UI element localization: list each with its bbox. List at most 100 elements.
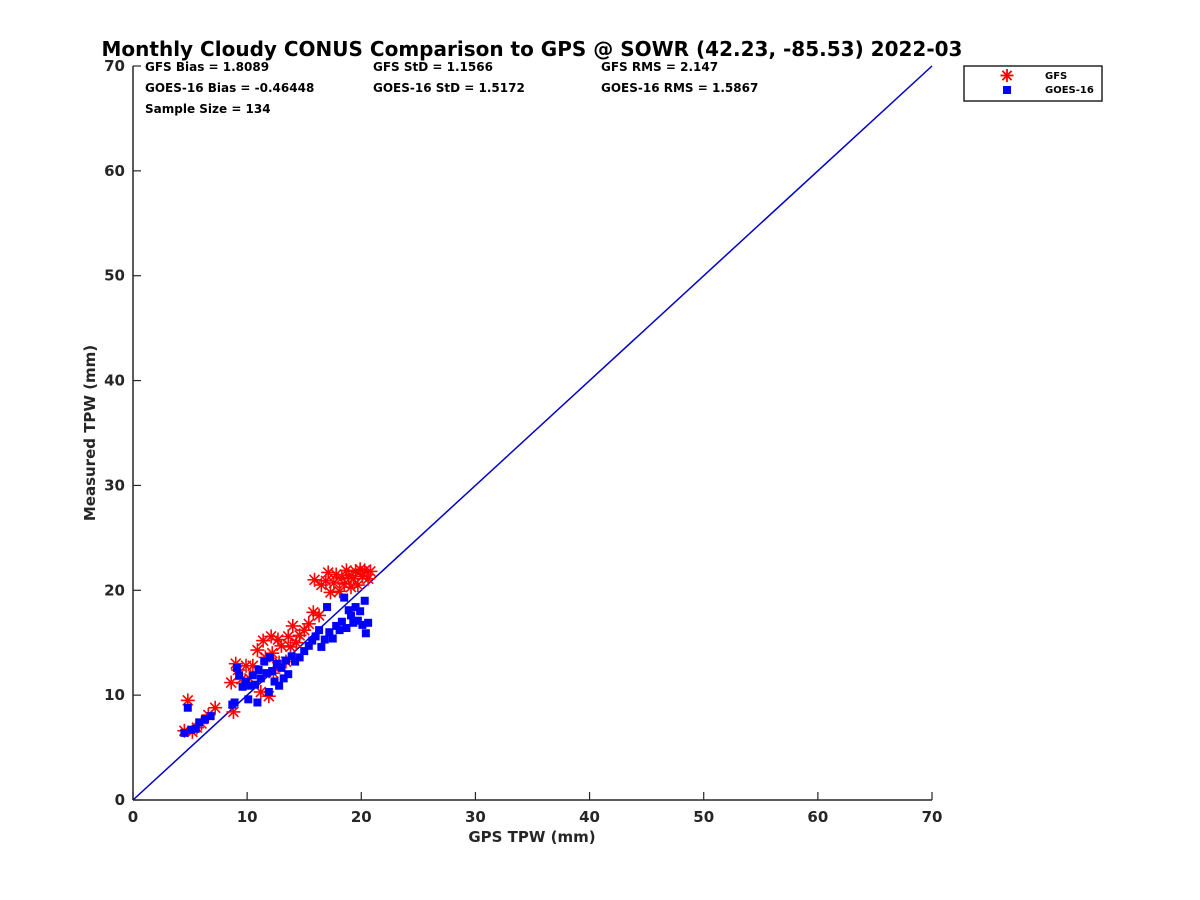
goes-16-point (335, 626, 344, 635)
x-tick-label: 40 (579, 808, 600, 826)
goes-16-point (328, 634, 337, 643)
goes-16-point (364, 618, 373, 627)
y-tick-label: 50 (104, 267, 125, 285)
gfs-point (283, 639, 298, 654)
chart-title: Monthly Cloudy CONUS Comparison to GPS @… (102, 37, 963, 61)
goes-16-point (360, 596, 369, 605)
goes-rms-text: GOES-16 RMS = 1.5867 (601, 81, 758, 95)
goes-16-point (332, 621, 341, 630)
goes-16-point (262, 669, 271, 678)
stats-block: GFS Bias = 1.8089 GOES-16 Bias = -0.4644… (145, 60, 758, 116)
x-tick-label: 50 (693, 808, 714, 826)
x-ticks: 0 10 20 30 40 50 60 70 (128, 792, 943, 826)
goes-16-point (311, 632, 320, 641)
x-tick-label: 70 (922, 808, 943, 826)
goes-16-point (254, 665, 263, 674)
x-tick-label: 20 (351, 808, 372, 826)
goes-16-point (358, 620, 367, 629)
legend: GFS GOES-16 (963, 65, 1103, 102)
goes-16-point (325, 628, 334, 637)
gfs-point (226, 704, 241, 719)
gfs-point (256, 633, 271, 648)
goes-std-text: GOES-16 StD = 1.5172 (373, 81, 525, 95)
x-tick-label: 0 (128, 808, 138, 826)
goes-16-point (253, 698, 262, 707)
gfs-point (208, 700, 223, 715)
goes-16-point (244, 695, 253, 704)
x-tick-label: 30 (465, 808, 486, 826)
goes-16-point (195, 718, 204, 727)
x-tick-label: 60 (807, 808, 828, 826)
goes-16-point (270, 677, 279, 686)
gfs-point (363, 564, 378, 579)
goes-16-point (304, 641, 313, 650)
goes-16-point (351, 603, 360, 612)
y-ticks: 0 10 20 30 40 50 60 70 (104, 57, 141, 809)
y-tick-label: 20 (104, 581, 125, 599)
goes-16-point (180, 728, 189, 737)
goes-16-point (291, 657, 300, 666)
goes-16-point (300, 647, 309, 656)
gfs-point (307, 572, 322, 587)
goes-16-point (308, 636, 317, 645)
goes-16-point (281, 656, 290, 665)
one-to-one-reference-line (132, 65, 933, 801)
goes-16-point (279, 674, 288, 683)
goes-16-point (340, 593, 349, 602)
goes-16-point (284, 670, 293, 679)
goes-16-point (272, 659, 281, 668)
goes-16-point (295, 653, 304, 662)
goes-16-point (191, 724, 200, 733)
y-tick-label: 40 (104, 372, 125, 390)
gfs-point (329, 567, 344, 582)
goes-16-point (353, 616, 362, 625)
legend-goes-label: GOES-16 (1045, 85, 1094, 96)
axes (132, 66, 932, 801)
legend-box (963, 65, 1103, 102)
y-tick-label: 0 (115, 791, 125, 809)
goes-16-point (260, 657, 269, 666)
goes-16-point (277, 663, 286, 672)
gfs-rms-text: GFS RMS = 2.147 (601, 60, 718, 74)
gfs-point (344, 580, 359, 595)
gfs-point (326, 575, 341, 590)
sample-size-text: Sample Size = 134 (145, 102, 271, 116)
x-axis-label: GPS TPW (mm) (468, 828, 595, 846)
goes-16-point (235, 671, 244, 680)
gfs-point (224, 675, 239, 690)
goes-16-point (230, 698, 239, 707)
goes-16-point (337, 617, 346, 626)
goes-16-point (187, 725, 196, 734)
gfs-point (274, 638, 289, 653)
gfs-point (312, 608, 327, 623)
goes-16-point (361, 629, 370, 638)
legend-gfs-label: GFS (1045, 71, 1067, 82)
goes-16-point (206, 712, 215, 721)
legend-goes-marker-icon (1003, 86, 1011, 94)
goes-16-point (248, 671, 257, 680)
goes-16-point (264, 687, 273, 696)
goes-16-point (342, 624, 351, 633)
y-tick-label: 70 (104, 57, 125, 75)
goes-16-point (344, 606, 353, 615)
goes-16-point (275, 681, 284, 690)
goes-16-point (347, 611, 356, 620)
goes-16-point (287, 652, 296, 661)
goes-16-point (251, 680, 260, 689)
y-tick-label: 60 (104, 162, 125, 180)
gfs-point (321, 565, 336, 580)
gfs-bias-text: GFS Bias = 1.8089 (145, 60, 269, 74)
goes-16-point (349, 618, 358, 627)
goes-16-point (315, 626, 324, 635)
goes-16-point (238, 682, 247, 691)
goes-16-point (323, 603, 332, 612)
y-tick-label: 30 (104, 476, 125, 494)
goes-16-point (256, 674, 265, 683)
goes-16-point (246, 681, 255, 690)
gfs-point (332, 584, 347, 599)
goes-16-point (268, 667, 277, 676)
goes-16-series (180, 593, 373, 737)
gfs-std-text: GFS StD = 1.1566 (373, 60, 493, 74)
y-tick-label: 10 (104, 686, 125, 704)
